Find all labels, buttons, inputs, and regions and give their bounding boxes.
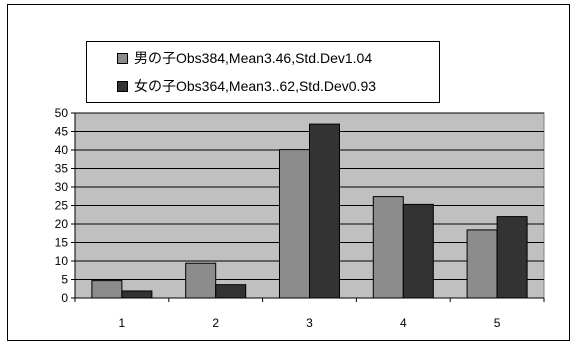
bar-series-1-category-2 — [185, 262, 217, 299]
y-tick-label-25: 25 — [55, 199, 69, 213]
bars — [91, 123, 528, 299]
y-tick-label-40: 40 — [55, 143, 69, 157]
y-tick-label-30: 30 — [55, 180, 69, 194]
bar-series-1-category-5 — [466, 229, 498, 299]
legend-swatch-girls — [117, 80, 128, 92]
y-tick-label-15: 15 — [55, 236, 69, 250]
y-tick-label-20: 20 — [55, 217, 69, 231]
legend-label-boys: 男の子Obs384,Mean3.46,Std.Dev1.04 — [134, 50, 373, 66]
legend-label-girls: 女の子Obs364,Mean3..62,Std.Dev0.93 — [134, 78, 377, 94]
legend-item-boys: 男の子Obs384,Mean3.46,Std.Dev1.04 — [117, 48, 372, 68]
x-axis: 1 2 3 4 5 — [74, 298, 545, 330]
legend-swatch-boys — [117, 52, 128, 64]
bar-series-2-category-1 — [121, 290, 153, 299]
bar-series-2-category-5 — [496, 216, 528, 299]
y-tick-label-35: 35 — [55, 162, 69, 176]
y-tick-label-0: 0 — [61, 291, 68, 305]
bar-series-2-category-4 — [402, 203, 434, 299]
x-tick-label-5: 5 — [494, 316, 501, 330]
bar-series-1-category-3 — [279, 149, 310, 299]
x-tick-label-4: 4 — [400, 316, 407, 330]
y-tick-label-45: 45 — [55, 125, 69, 139]
y-tick-label-5: 5 — [61, 273, 68, 287]
bar-series-2-category-3 — [309, 123, 340, 299]
legend-item-girls: 女の子Obs364,Mean3..62,Std.Dev0.93 — [117, 76, 376, 96]
bar-series-1-category-4 — [372, 196, 404, 299]
y-axis: 0 5 10 15 20 25 30 35 40 45 50 — [55, 106, 75, 305]
legend: 男の子Obs384,Mean3.46,Std.Dev1.04 女の子Obs364… — [86, 41, 440, 103]
y-tick-label-50: 50 — [55, 106, 69, 120]
x-tick-label-3: 3 — [306, 316, 313, 330]
bar-series-2-category-2 — [215, 284, 247, 299]
y-tick-label-10: 10 — [55, 254, 69, 268]
x-tick-label-2: 2 — [212, 316, 219, 330]
x-tick-label-1: 1 — [119, 316, 126, 330]
bar-series-1-category-1 — [91, 280, 123, 299]
